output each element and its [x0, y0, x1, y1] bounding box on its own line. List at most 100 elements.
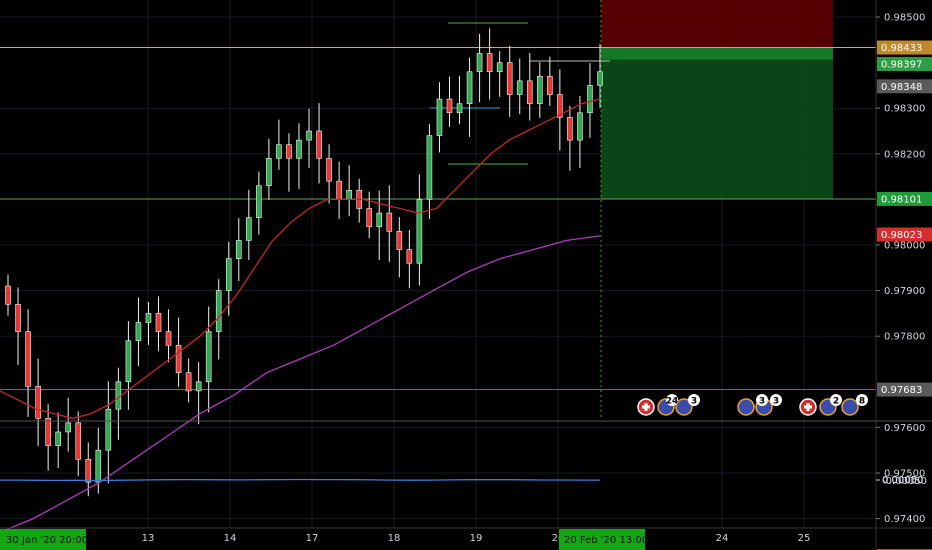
candle-body[interactable]: [195, 381, 202, 392]
candle-body[interactable]: [75, 422, 82, 460]
candle-body[interactable]: [567, 117, 573, 141]
candle-body[interactable]: [506, 62, 513, 95]
candle-body[interactable]: [286, 144, 292, 159]
candle-body[interactable]: [466, 71, 473, 104]
candle-body[interactable]: [516, 80, 523, 95]
event-count-label: 3: [691, 397, 697, 407]
oscillator-line[interactable]: [0, 478, 600, 482]
candle-body[interactable]: [336, 180, 342, 200]
price-tag-label: 0.98023: [881, 230, 922, 241]
candle-body[interactable]: [185, 372, 192, 392]
us-flag-icon[interactable]: [675, 398, 693, 416]
candle-body[interactable]: [125, 340, 132, 383]
time-tick-label: 20: [552, 533, 565, 544]
candle-body[interactable]: [326, 158, 332, 182]
candle-body[interactable]: [165, 331, 172, 346]
candle-body[interactable]: [95, 449, 102, 483]
candle-body[interactable]: [486, 53, 493, 73]
horizontal-levels[interactable]: [0, 22, 876, 391]
candle-body[interactable]: [45, 417, 51, 446]
candle-body[interactable]: [386, 212, 393, 232]
price-tick-label: 0.97400: [884, 514, 925, 525]
price-tag: [877, 548, 932, 550]
candle-body[interactable]: [597, 71, 603, 86]
candle-body[interactable]: [235, 240, 242, 259]
candle-body[interactable]: [205, 331, 212, 383]
candle-body[interactable]: [376, 212, 383, 228]
take-profit-zone[interactable]: [601, 47, 833, 199]
moving-average-fast[interactable]: [0, 98, 601, 419]
candle-body[interactable]: [35, 386, 41, 419]
candle-body[interactable]: [526, 80, 533, 104]
candle-body[interactable]: [215, 290, 222, 332]
price-tag-label: 0.98348: [881, 82, 922, 93]
candle-body[interactable]: [557, 94, 563, 118]
candle-body[interactable]: [225, 258, 232, 291]
candle-body[interactable]: [306, 130, 312, 141]
candle-body[interactable]: [456, 103, 463, 114]
moving-averages[interactable]: [0, 98, 601, 533]
candle-body[interactable]: [55, 431, 61, 446]
candle-body[interactable]: [115, 381, 122, 410]
candle-body[interactable]: [577, 112, 583, 141]
candle-body[interactable]: [15, 303, 21, 332]
oscillator-pane[interactable]: [0, 420, 932, 482]
candle-body[interactable]: [246, 217, 252, 241]
candle-body[interactable]: [256, 185, 262, 218]
candle-body[interactable]: [496, 62, 503, 73]
event-count-badge: [770, 394, 782, 406]
time-tick-label: 24: [716, 533, 729, 544]
candle-body[interactable]: [416, 199, 423, 264]
economic-events[interactable]: 24 3 3 3 2 8: [637, 394, 868, 416]
candle-body[interactable]: [536, 75, 543, 104]
osc-tick-label: 0.00050: [882, 475, 923, 486]
time-tick-label: 18: [388, 533, 401, 544]
candle-body[interactable]: [587, 85, 593, 114]
price-tick-label: 0.98000: [884, 241, 925, 252]
time-tag-current-label: 20 Feb '20 13:00: [564, 535, 648, 546]
candle-body[interactable]: [396, 231, 403, 250]
price-tick-label: 0.98200: [884, 149, 925, 160]
osc-tick-label: 0.00000: [882, 476, 923, 487]
price-tag-label: 0.98397: [881, 59, 922, 70]
time-tick-label: 17: [306, 533, 319, 544]
candle-body[interactable]: [366, 208, 373, 228]
stop-loss-zone[interactable]: [601, 0, 833, 48]
candle-body[interactable]: [346, 189, 352, 200]
position-zones[interactable]: [601, 0, 833, 199]
price-tag: [877, 79, 932, 94]
price-tag-label: 0.98101: [881, 194, 922, 205]
candle-body[interactable]: [65, 422, 72, 433]
us-flag-icon[interactable]: [737, 398, 755, 416]
price-tag: [877, 382, 932, 397]
candle-body[interactable]: [145, 313, 152, 323]
candle-body[interactable]: [296, 139, 302, 159]
event-count-label: 2: [833, 397, 839, 407]
candle-body[interactable]: [316, 130, 322, 159]
moving-average-slow[interactable]: [0, 235, 601, 533]
price-tick-label: 0.97900: [884, 286, 925, 297]
price-tick-label: 0.98300: [884, 104, 925, 115]
candle-body[interactable]: [135, 322, 142, 342]
candle-body[interactable]: [25, 331, 31, 387]
event-count-badge: [856, 394, 868, 406]
candle-body[interactable]: [426, 135, 433, 200]
candle-body[interactable]: [105, 408, 112, 451]
candle-body[interactable]: [155, 313, 162, 332]
candle-body[interactable]: [175, 345, 182, 373]
candle-body[interactable]: [406, 249, 413, 264]
candle-body[interactable]: [547, 75, 553, 95]
candle-body[interactable]: [85, 459, 92, 483]
us-flag-icon[interactable]: [841, 398, 859, 416]
candle-body[interactable]: [5, 285, 11, 305]
candle-body[interactable]: [276, 144, 282, 159]
swiss-cross-icon: [804, 405, 812, 409]
candle-body[interactable]: [436, 98, 443, 136]
candle-body[interactable]: [446, 98, 453, 114]
candle-body[interactable]: [476, 53, 483, 73]
price-tags: 0.98433 0.98397 0.98348 0.98101 0.98023 0.976…: [877, 40, 932, 550]
candlestick-series[interactable]: [5, 28, 603, 497]
candle-body[interactable]: [266, 158, 272, 187]
